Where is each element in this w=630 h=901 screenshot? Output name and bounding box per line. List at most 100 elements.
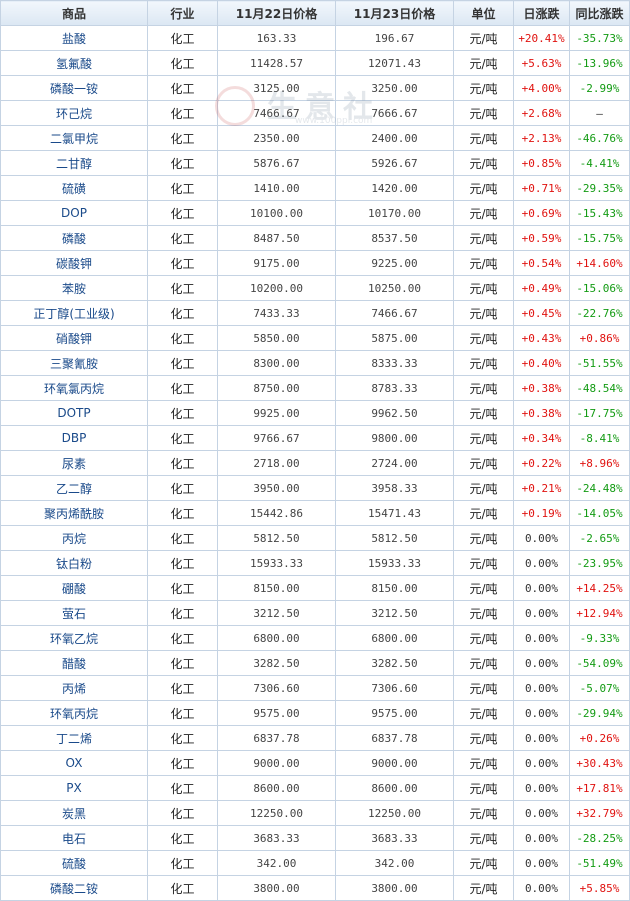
product-name-cell[interactable]: PX <box>0 775 148 801</box>
industry-cell: 化工 <box>147 825 218 851</box>
product-name-cell[interactable]: DOP <box>0 200 148 226</box>
daily-change-cell: +0.45% <box>513 300 570 326</box>
daily-change-cell: +2.13% <box>513 125 570 151</box>
industry-cell: 化工 <box>147 550 218 576</box>
product-name-cell[interactable]: 环氧氯丙烷 <box>0 375 148 401</box>
product-name-cell[interactable]: 电石 <box>0 825 148 851</box>
yoy-change-cell: -22.76% <box>569 300 630 326</box>
unit-cell: 元/吨 <box>453 400 514 426</box>
yoy-change-cell: -29.94% <box>569 700 630 726</box>
price-nov22-cell: 8300.00 <box>217 350 336 376</box>
product-name-cell[interactable]: DBP <box>0 425 148 451</box>
product-name-cell[interactable]: 乙二醇 <box>0 475 148 501</box>
industry-cell: 化工 <box>147 225 218 251</box>
product-name-cell[interactable]: 盐酸 <box>0 25 148 51</box>
product-name-cell[interactable]: 苯胺 <box>0 275 148 301</box>
unit-cell: 元/吨 <box>453 475 514 501</box>
daily-change-cell: +0.54% <box>513 250 570 276</box>
yoy-change-cell: -15.43% <box>569 200 630 226</box>
price-nov23-cell: 3282.50 <box>335 650 454 676</box>
unit-cell: 元/吨 <box>453 500 514 526</box>
yoy-change-cell: -24.48% <box>569 475 630 501</box>
price-nov22-cell: 3683.33 <box>217 825 336 851</box>
yoy-change-cell: +5.85% <box>569 875 630 901</box>
product-name-cell[interactable]: 钛白粉 <box>0 550 148 576</box>
product-name-cell[interactable]: 二氯甲烷 <box>0 125 148 151</box>
product-name-cell[interactable]: 环氧丙烷 <box>0 700 148 726</box>
product-name-cell[interactable]: 硫酸 <box>0 850 148 876</box>
product-name-cell[interactable]: 氢氟酸 <box>0 50 148 76</box>
yoy-change-cell: -2.99% <box>569 75 630 101</box>
price-nov22-cell: 3800.00 <box>217 875 336 901</box>
product-name-cell[interactable]: DOTP <box>0 400 148 426</box>
price-nov23-cell: 342.00 <box>335 850 454 876</box>
industry-cell: 化工 <box>147 200 218 226</box>
product-name-cell[interactable]: 正丁醇(工业级) <box>0 300 148 326</box>
product-name-cell[interactable]: 二甘醇 <box>0 150 148 176</box>
unit-cell: 元/吨 <box>453 675 514 701</box>
yoy-change-cell: -4.41% <box>569 150 630 176</box>
col-header-industry: 行业 <box>147 0 218 26</box>
price-nov23-cell: 8537.50 <box>335 225 454 251</box>
daily-change-cell: +0.21% <box>513 475 570 501</box>
product-name-cell[interactable]: 磷酸 <box>0 225 148 251</box>
product-name-cell[interactable]: 丙烯 <box>0 675 148 701</box>
industry-cell: 化工 <box>147 350 218 376</box>
product-name-cell[interactable]: 环氧乙烷 <box>0 625 148 651</box>
product-name-cell[interactable]: 炭黑 <box>0 800 148 826</box>
price-nov23-cell: 6837.78 <box>335 725 454 751</box>
price-nov22-cell: 7466.67 <box>217 100 336 126</box>
industry-cell: 化工 <box>147 100 218 126</box>
col-header-price-nov23: 11月23日价格 <box>335 0 454 26</box>
unit-cell: 元/吨 <box>453 125 514 151</box>
industry-cell: 化工 <box>147 375 218 401</box>
product-name-cell[interactable]: 环己烷 <box>0 100 148 126</box>
daily-change-cell: +0.38% <box>513 375 570 401</box>
product-name-cell[interactable]: 三聚氰胺 <box>0 350 148 376</box>
product-name-cell[interactable]: 尿素 <box>0 450 148 476</box>
product-name-cell[interactable]: 硫磺 <box>0 175 148 201</box>
unit-cell: 元/吨 <box>453 375 514 401</box>
daily-change-cell: 0.00% <box>513 825 570 851</box>
table-row: 萤石 化工 3212.50 3212.50 元/吨 0.00% +12.94% <box>0 600 630 626</box>
product-name-cell[interactable]: 萤石 <box>0 600 148 626</box>
daily-change-cell: +0.40% <box>513 350 570 376</box>
industry-cell: 化工 <box>147 650 218 676</box>
industry-cell: 化工 <box>147 625 218 651</box>
product-name-cell[interactable]: OX <box>0 750 148 776</box>
price-nov22-cell: 10200.00 <box>217 275 336 301</box>
product-name-cell[interactable]: 硝酸钾 <box>0 325 148 351</box>
price-nov23-cell: 2724.00 <box>335 450 454 476</box>
daily-change-cell: 0.00% <box>513 750 570 776</box>
product-name-cell[interactable]: 磷酸一铵 <box>0 75 148 101</box>
table-row: 钛白粉 化工 15933.33 15933.33 元/吨 0.00% -23.95% <box>0 550 630 576</box>
product-name-cell[interactable]: 磷酸二铵 <box>0 875 148 901</box>
daily-change-cell: +0.71% <box>513 175 570 201</box>
unit-cell: 元/吨 <box>453 275 514 301</box>
col-header-product: 商品 <box>0 0 148 26</box>
daily-change-cell: 0.00% <box>513 850 570 876</box>
yoy-change-cell: -8.41% <box>569 425 630 451</box>
yoy-change-cell: +32.79% <box>569 800 630 826</box>
yoy-change-cell: -5.07% <box>569 675 630 701</box>
product-name-cell[interactable]: 醋酸 <box>0 650 148 676</box>
industry-cell: 化工 <box>147 800 218 826</box>
yoy-change-cell: +30.43% <box>569 750 630 776</box>
daily-change-cell: +0.69% <box>513 200 570 226</box>
table-row: 环氧乙烷 化工 6800.00 6800.00 元/吨 0.00% -9.33% <box>0 625 630 651</box>
price-nov22-cell: 5812.50 <box>217 525 336 551</box>
yoy-change-cell: -28.25% <box>569 825 630 851</box>
yoy-change-cell: -35.73% <box>569 25 630 51</box>
price-nov22-cell: 9925.00 <box>217 400 336 426</box>
table-row: 炭黑 化工 12250.00 12250.00 元/吨 0.00% +32.79% <box>0 800 630 826</box>
yoy-change-cell: — <box>569 100 630 126</box>
unit-cell: 元/吨 <box>453 875 514 901</box>
yoy-change-cell: +0.26% <box>569 725 630 751</box>
table-row: 正丁醇(工业级) 化工 7433.33 7466.67 元/吨 +0.45% -22.76% <box>0 300 630 326</box>
product-name-cell[interactable]: 硼酸 <box>0 575 148 601</box>
yoy-change-cell: -46.76% <box>569 125 630 151</box>
product-name-cell[interactable]: 丁二烯 <box>0 725 148 751</box>
product-name-cell[interactable]: 碳酸钾 <box>0 250 148 276</box>
product-name-cell[interactable]: 聚丙烯酰胺 <box>0 500 148 526</box>
product-name-cell[interactable]: 丙烷 <box>0 525 148 551</box>
